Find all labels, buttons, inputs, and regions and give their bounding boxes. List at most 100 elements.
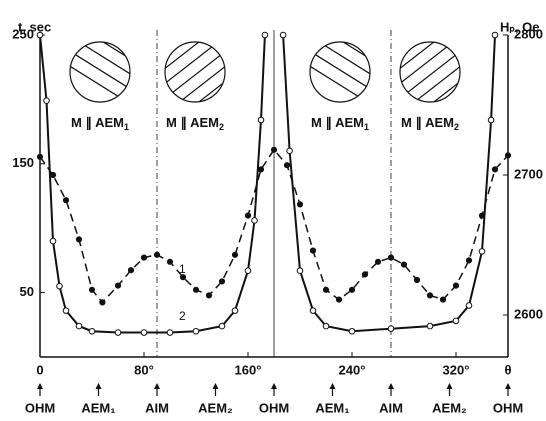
data-point: [310, 248, 315, 253]
data-point: [128, 268, 133, 273]
data-point: [488, 117, 494, 123]
panel-label-text: M ∥ AEM: [401, 115, 454, 131]
data-point: [245, 268, 251, 274]
data-point: [76, 237, 81, 242]
data-point: [193, 287, 198, 292]
arrow-head: [447, 383, 453, 389]
data-point: [141, 330, 147, 336]
data-point: [375, 259, 380, 264]
y-tick-label: 50: [20, 284, 34, 299]
data-point: [349, 287, 354, 292]
data-point: [271, 147, 276, 152]
data-point: [76, 323, 82, 329]
data-point: [453, 283, 458, 288]
y-tick-label: 150: [12, 155, 34, 170]
data-point: [115, 330, 121, 336]
position-label: OHM: [259, 400, 289, 415]
position-label: AEM₁: [315, 400, 349, 415]
data-point: [232, 252, 237, 257]
panel-label-sub: 1: [364, 122, 369, 132]
arrow-head: [37, 383, 43, 389]
panel-label: M ∥ AEM1: [71, 115, 129, 132]
curve-label: 2: [179, 309, 186, 323]
data-point: [466, 258, 471, 263]
panel-label-text: M ∥ AEM: [166, 115, 219, 131]
data-point: [492, 167, 497, 172]
data-point: [297, 268, 303, 274]
data-point: [479, 249, 485, 255]
x-tick-label: 320°: [443, 362, 470, 377]
data-point: [206, 293, 211, 298]
arrow-head: [330, 383, 336, 389]
panel-label: M ∥ AEM2: [166, 115, 224, 132]
series-line: [40, 35, 495, 333]
data-point: [219, 279, 224, 284]
data-point: [414, 277, 419, 282]
data-point: [50, 172, 55, 177]
position-label: AEM₁: [81, 400, 115, 415]
panel-label-text: M ∥ AEM: [311, 115, 364, 131]
y2-tick-label: 2800: [514, 26, 543, 41]
data-point: [453, 318, 459, 324]
position-label: OHM: [25, 400, 55, 415]
data-point: [362, 272, 367, 277]
x-axis-label: θ: [504, 362, 511, 377]
arrow-head: [213, 383, 219, 389]
data-point: [388, 326, 394, 332]
data-point: [323, 323, 329, 329]
y2-tick-label: 2700: [514, 166, 543, 181]
data-point: [219, 323, 225, 329]
data-point: [180, 275, 185, 280]
arrow-head: [96, 383, 102, 389]
panel-label-sub: 2: [454, 122, 459, 132]
panel-label: M ∥ AEM2: [401, 115, 459, 132]
data-point: [232, 308, 238, 314]
data-point: [154, 252, 159, 257]
panel-label: M ∥ AEM1: [311, 115, 369, 132]
chart: t, sec Hₚ, Oe 1 2 5015025026002700280008…: [0, 0, 546, 421]
x-tick-label: 80°: [134, 362, 154, 377]
data-point: [258, 167, 263, 172]
arrow-head: [505, 383, 511, 389]
arrow-head: [271, 383, 277, 389]
data-point: [115, 283, 120, 288]
data-point: [37, 154, 42, 159]
data-point: [57, 283, 63, 289]
y2-tick-label: 2600: [514, 306, 543, 321]
data-point: [50, 238, 56, 244]
x-tick-label: 160°: [235, 362, 262, 377]
data-point: [89, 287, 94, 292]
data-point: [323, 287, 328, 292]
y-tick-label: 250: [12, 26, 34, 41]
data-point: [427, 323, 433, 329]
x-tick-label: 0: [36, 362, 43, 377]
data-point: [401, 262, 406, 267]
data-point: [167, 330, 173, 336]
data-point: [44, 98, 50, 104]
position-label: OHM: [493, 400, 523, 415]
arrow-head: [154, 383, 160, 389]
data-point: [505, 153, 510, 158]
data-point: [63, 308, 69, 314]
data-point: [492, 32, 498, 38]
data-point: [141, 255, 146, 260]
data-point: [336, 297, 341, 302]
data-point: [427, 293, 432, 298]
data-point: [287, 148, 293, 154]
position-label: AEM₂: [432, 400, 467, 415]
data-point: [252, 218, 258, 224]
data-point: [310, 308, 316, 314]
data-point: [100, 300, 105, 305]
data-point: [297, 202, 302, 207]
data-point: [440, 297, 445, 302]
data-point: [63, 198, 68, 203]
data-point: [37, 32, 43, 38]
data-point: [262, 32, 268, 38]
position-label: AIM: [145, 400, 169, 415]
data-point: [193, 328, 199, 334]
data-point: [280, 32, 286, 38]
position-label: AEM₂: [198, 400, 233, 415]
data-point: [167, 259, 172, 264]
arrow-head: [388, 383, 394, 389]
data-point: [466, 303, 472, 309]
